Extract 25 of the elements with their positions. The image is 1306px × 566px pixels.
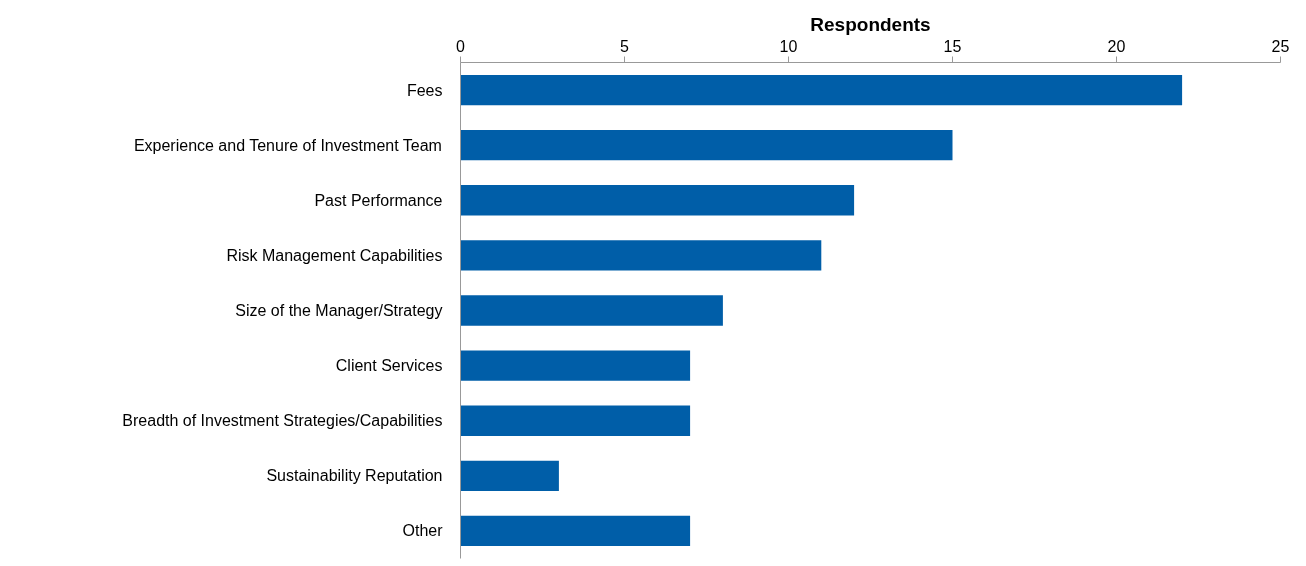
y-tick-label: Client Services xyxy=(335,357,443,375)
bar xyxy=(460,130,953,161)
y-tick-label: Fees xyxy=(406,81,443,99)
y-tick-label: Breadth of Investment Strategies/Capabilities xyxy=(122,412,443,430)
x-tick-label: 25 xyxy=(1271,37,1290,55)
bar xyxy=(460,515,691,547)
bar xyxy=(460,74,1183,106)
y-tick-label: Experience and Tenure of Investment Team xyxy=(133,136,442,154)
bar xyxy=(460,185,855,216)
bar xyxy=(460,460,559,491)
x-tick-label: 20 xyxy=(1107,37,1126,55)
y-tick-label: Sustainability Reputation xyxy=(266,467,443,485)
bar xyxy=(460,405,691,436)
y-tick-label: Other xyxy=(402,522,444,540)
y-tick-label: Risk Management Capabilities xyxy=(226,246,443,264)
x-tick-label: 15 xyxy=(943,37,962,55)
y-tick-label: Past Performance xyxy=(314,191,443,209)
bar xyxy=(460,240,822,271)
y-tick-label: Size of the Manager/Strategy xyxy=(235,302,443,319)
bar xyxy=(460,350,691,381)
bar xyxy=(460,295,723,326)
x-axis-title: Respondents xyxy=(810,13,931,35)
x-tick-label: 10 xyxy=(779,37,798,55)
x-tick-label: 0 xyxy=(456,37,466,55)
x-tick-label: 5 xyxy=(620,37,630,55)
